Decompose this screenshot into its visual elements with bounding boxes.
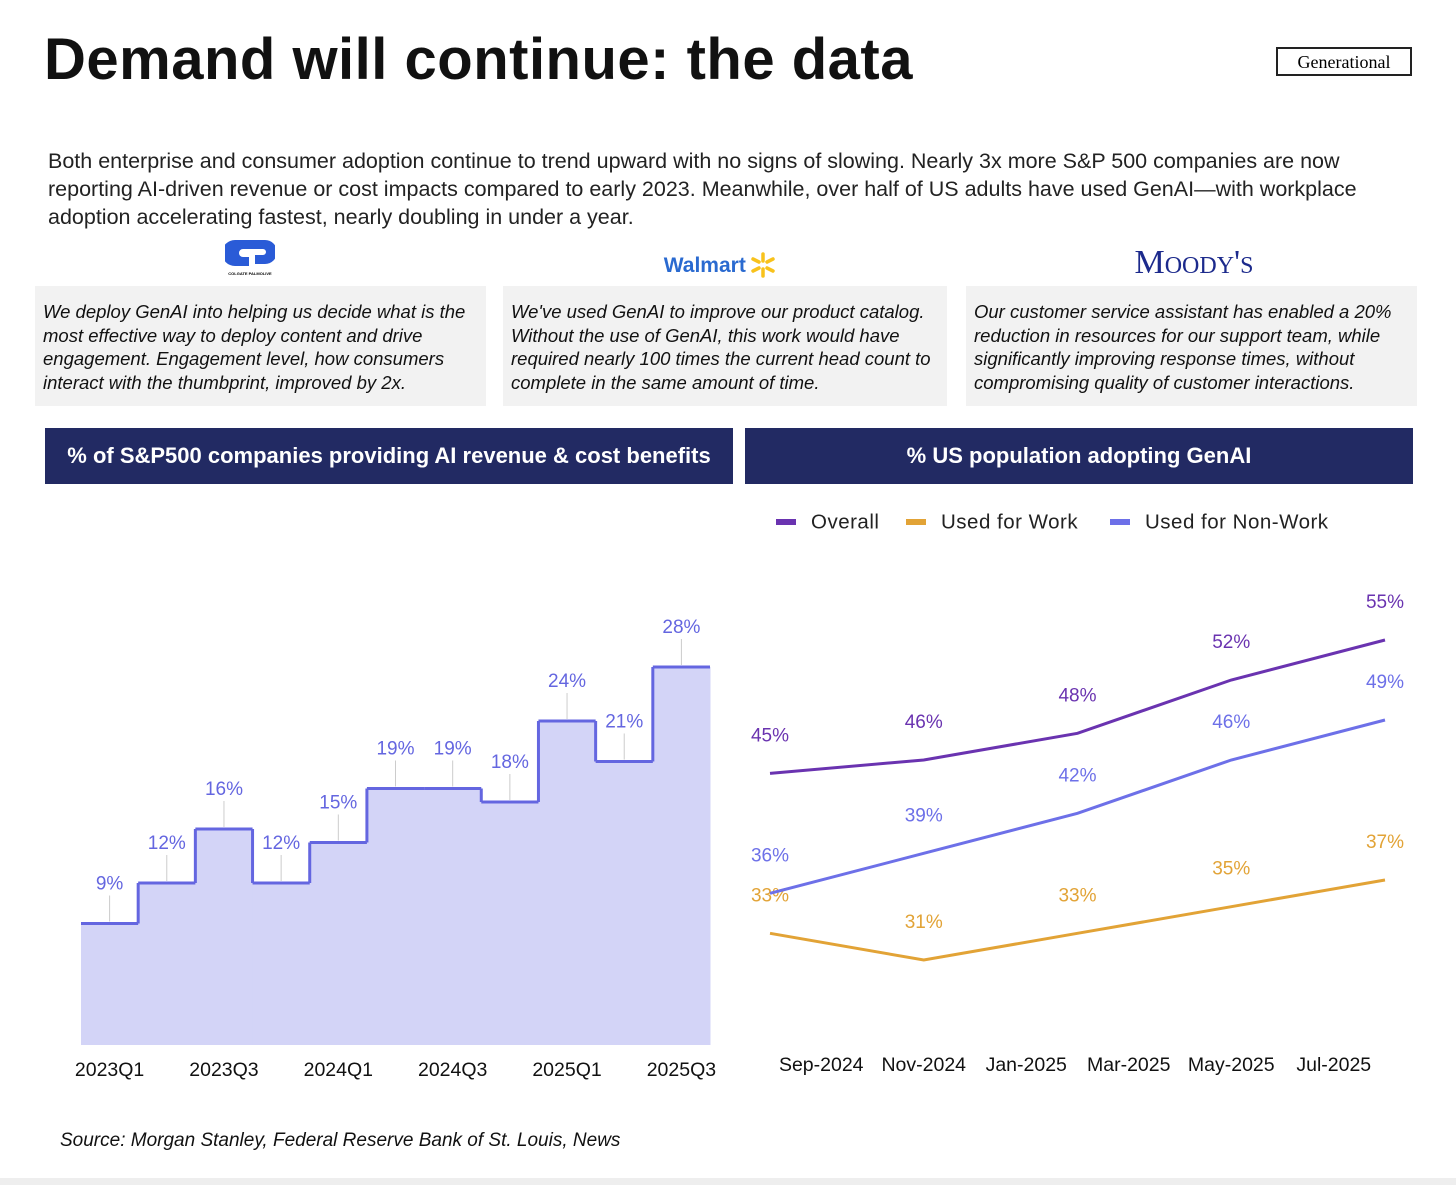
step-area (252, 883, 311, 1045)
value-label: 18% (491, 752, 529, 773)
x-tick-label: 2023Q1 (75, 1059, 144, 1081)
value-label: 36% (751, 845, 789, 866)
value-label: 42% (1058, 765, 1096, 786)
quote-card: We've used GenAI to improve our product … (503, 286, 947, 406)
value-label: 49% (1366, 672, 1404, 693)
value-label: 28% (662, 617, 700, 638)
value-label: 48% (1058, 685, 1096, 706)
step-area (366, 788, 425, 1045)
series-line (769, 638, 1386, 775)
x-tick-label: Jul-2025 (1296, 1054, 1371, 1076)
value-label: 19% (376, 739, 414, 760)
footer-band (0, 1178, 1456, 1185)
x-tick-label: Nov-2024 (881, 1054, 966, 1076)
logo-spark (751, 252, 776, 278)
value-label: 45% (751, 725, 789, 746)
badge: Generational (1276, 47, 1412, 76)
logo-mark (222, 240, 277, 266)
quote-card: We deploy GenAI into helping us decide w… (35, 286, 486, 406)
legend-label: Overall (811, 510, 879, 533)
step-area (309, 842, 368, 1045)
source: Source: Morgan Stanley, Federal Reserve … (60, 1130, 621, 1151)
x-tick-label: Mar-2025 (1087, 1054, 1171, 1076)
value-label: 24% (548, 671, 586, 692)
value-label: 37% (1366, 832, 1404, 853)
value-label: 46% (1212, 712, 1250, 733)
series-line (769, 718, 1386, 895)
value-label: 52% (1212, 632, 1250, 653)
legend-swatch (776, 519, 796, 525)
series-line (769, 878, 1386, 962)
chart-title: % of S&P500 companies providing AI reven… (45, 428, 733, 484)
step-area (195, 829, 254, 1045)
step-area (138, 883, 196, 1045)
logo-text: Walmart (663, 254, 746, 277)
value-label: 35% (1212, 859, 1250, 880)
logo-text: COLGATE PALMOLIVE (228, 271, 272, 276)
colgate-logo: COLGATE PALMOLIVE (200, 238, 300, 276)
chart-title: % US population adopting GenAI (745, 428, 1413, 484)
x-tick-label: 2025Q1 (532, 1059, 601, 1081)
value-label: 15% (319, 793, 357, 814)
value-label: 46% (905, 712, 943, 733)
x-tick-label: 2024Q3 (418, 1059, 487, 1081)
step-area (595, 761, 654, 1045)
intro: Both enterprise and consumer adoption co… (48, 149, 1357, 229)
step-area (538, 721, 597, 1045)
step-area (424, 788, 482, 1045)
value-label: 16% (205, 779, 243, 800)
step-area (481, 802, 539, 1045)
x-tick-label: Sep-2024 (779, 1054, 864, 1076)
value-label: 21% (605, 712, 643, 733)
step-area (81, 923, 139, 1045)
value-label: 33% (1058, 885, 1096, 906)
legend-label: Used for Work (941, 510, 1078, 533)
legend-swatch (1110, 519, 1130, 525)
x-tick-label: May-2025 (1188, 1054, 1275, 1076)
legend-label: Used for Non-Work (1145, 510, 1329, 533)
walmart-logo: Walmart (640, 252, 800, 278)
moodys-logo: Moody's (1134, 244, 1254, 281)
value-label: 55% (1366, 592, 1404, 613)
x-tick-label: 2024Q1 (304, 1059, 373, 1081)
value-label: 12% (148, 833, 186, 854)
value-label: 19% (434, 739, 472, 760)
step-area (652, 667, 711, 1045)
value-label: 9% (96, 874, 124, 895)
title: Demand will continue: the data (44, 27, 913, 92)
x-tick-label: Jan-2025 (986, 1054, 1067, 1076)
x-tick-label: 2025Q3 (647, 1059, 716, 1081)
value-label: 31% (905, 912, 943, 933)
value-label: 39% (905, 805, 943, 826)
value-label: 12% (262, 833, 300, 854)
x-tick-label: 2023Q3 (189, 1059, 258, 1081)
quote-card: Our customer service assistant has enabl… (966, 286, 1417, 406)
legend-swatch (906, 519, 926, 525)
